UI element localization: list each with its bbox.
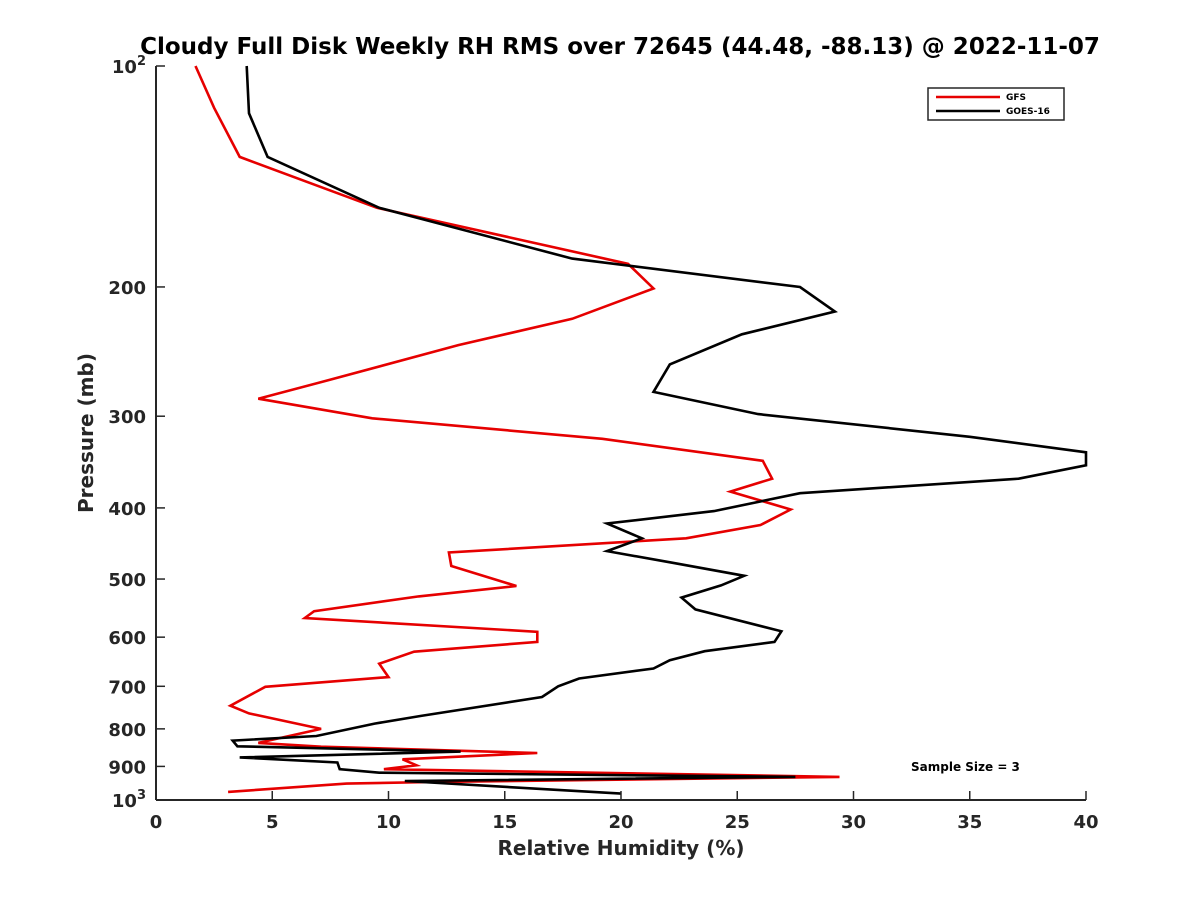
y-tick-label: 800 (108, 720, 146, 741)
x-tick-label: 10 (376, 812, 401, 833)
chart-title: Cloudy Full Disk Weekly RH RMS over 7264… (140, 34, 1100, 60)
x-ticks: 0 5 10 15 20 25 30 35 40 (150, 791, 1099, 833)
y-tick-label: 600 (108, 628, 146, 649)
sample-size-annotation: Sample Size = 3 (911, 760, 1020, 774)
legend-label-goes16: GOES-16 (1006, 107, 1050, 117)
y-tick-label: 103 (112, 788, 146, 812)
x-tick-label: 5 (266, 812, 279, 833)
y-tick-label: 900 (108, 757, 146, 778)
legend-box (927, 87, 1065, 121)
y-tick-label: 300 (108, 407, 146, 428)
x-tick-label: 30 (841, 812, 866, 833)
series-line-1 (230, 65, 1088, 795)
x-tick-label: 15 (492, 812, 517, 833)
y-ticks: 102 200 300 400 500 600 700 800 900 103 (108, 54, 165, 812)
y-axis-label: Pressure (mb) (74, 353, 98, 513)
y-tick-label: 700 (108, 677, 146, 698)
x-tick-label: 20 (608, 812, 633, 833)
y-tick-label: 102 (112, 54, 146, 78)
y-tick-label: 200 (108, 278, 146, 299)
legend: GFS GOES-16 (927, 87, 1065, 121)
y-tick-label: 400 (108, 499, 146, 520)
x-axis-label: Relative Humidity (%) (497, 836, 744, 860)
x-tick-label: 25 (725, 812, 750, 833)
y-tick-label: 500 (108, 570, 146, 591)
series-line-0 (194, 65, 840, 794)
legend-label-gfs: GFS (1006, 93, 1026, 103)
series-layer (194, 65, 1088, 795)
x-tick-label: 35 (957, 812, 982, 833)
x-tick-label: 40 (1073, 812, 1098, 833)
x-tick-label: 0 (150, 812, 163, 833)
